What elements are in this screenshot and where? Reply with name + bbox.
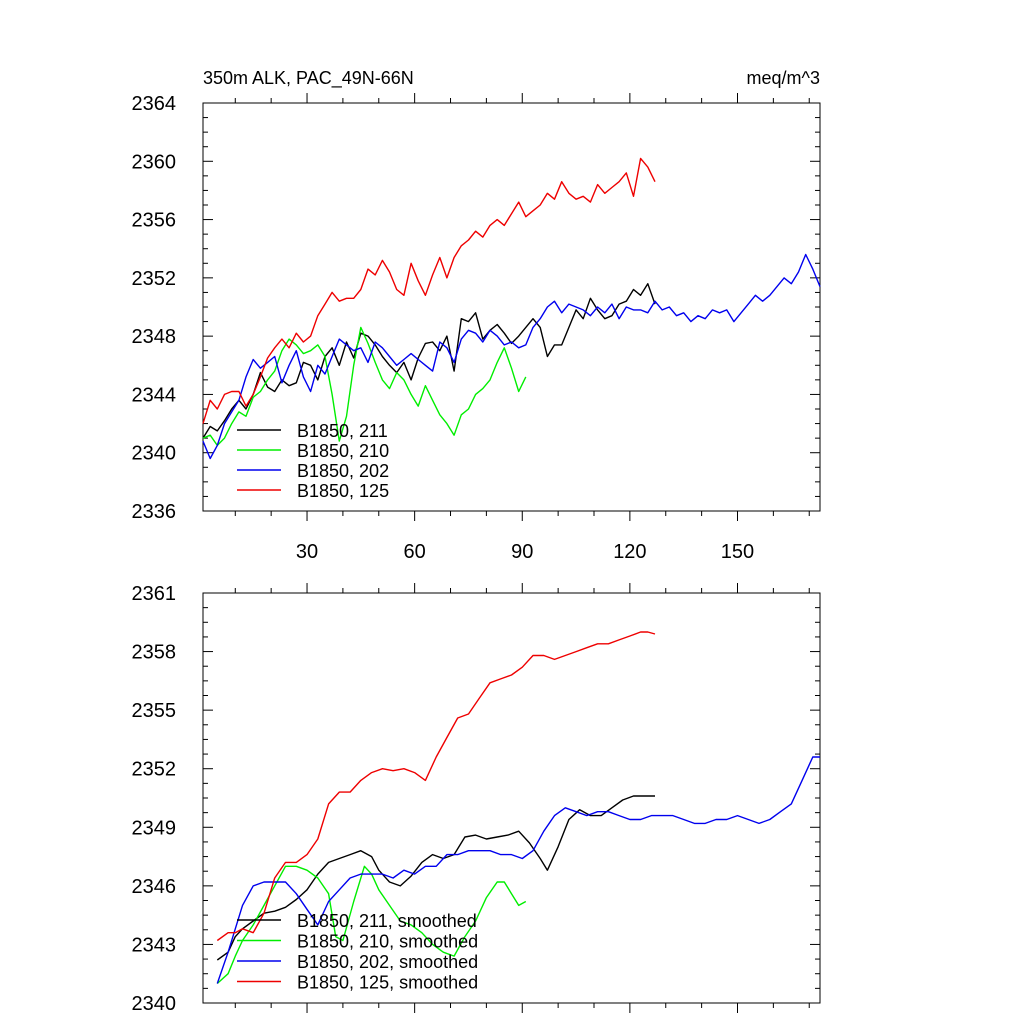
x-tick-label: 30 (296, 541, 318, 563)
series-line-1 (202, 283, 656, 439)
plot-frame (202, 102, 821, 512)
y-tick-label: 2336 (132, 501, 177, 523)
y-tick-label: 2346 (132, 876, 177, 898)
legend-label: B1850, 202 (297, 461, 389, 481)
series-line-3 (202, 253, 821, 460)
chart-units: meq/m^3 (747, 68, 820, 88)
y-tick-label: 2352 (132, 268, 177, 290)
series-line-1 (216, 795, 655, 961)
plot-frame (202, 592, 821, 1004)
x-tick-label: 90 (511, 541, 533, 563)
series-line-2 (202, 326, 527, 447)
series-line-3 (216, 756, 820, 984)
legend-label: B1850, 210, smoothed (297, 932, 478, 952)
series-line-4 (216, 631, 656, 942)
y-tick-label: 2364 (132, 93, 177, 115)
series-line-4 (202, 157, 656, 424)
x-tick-label: 60 (404, 541, 426, 563)
y-tick-label: 2352 (132, 759, 177, 781)
y-tick-label: 2361 (132, 583, 177, 605)
chart-panel-2: 2340 2343 2346 2349 2352 2355 2358 2361 B1850, 2… (132, 583, 821, 1015)
y-tick-label: 2358 (132, 642, 177, 664)
legend-label: B1850, 202, smoothed (297, 952, 478, 972)
legend-label: B1850, 125, smoothed (297, 973, 478, 993)
x-tick-label: 150 (721, 541, 754, 563)
y-tick-label: 2340 (132, 993, 177, 1015)
legend-label: B1850, 125 (297, 481, 389, 501)
chart-title: 350m ALK, PAC_49N-66N (203, 68, 414, 89)
legend-label: B1850, 210 (297, 441, 389, 461)
y-tick-label: 2343 (132, 934, 177, 956)
y-tick-label: 2360 (132, 151, 177, 173)
y-tick-label: 2344 (132, 384, 177, 406)
y-tick-label: 2348 (132, 326, 177, 348)
legend-label: B1850, 211, smoothed (297, 911, 477, 931)
x-tick-label: 120 (613, 541, 646, 563)
legend-label: B1850, 211 (297, 421, 388, 441)
y-tick-label: 2356 (132, 210, 177, 232)
y-tick-label: 2355 (132, 700, 177, 722)
y-tick-label: 2349 (132, 817, 177, 839)
chart-panel-1: 350m ALK, PAC_49N-66N meq/m^3 2336 2340 2344… (132, 68, 821, 563)
y-tick-label: 2340 (132, 443, 177, 465)
